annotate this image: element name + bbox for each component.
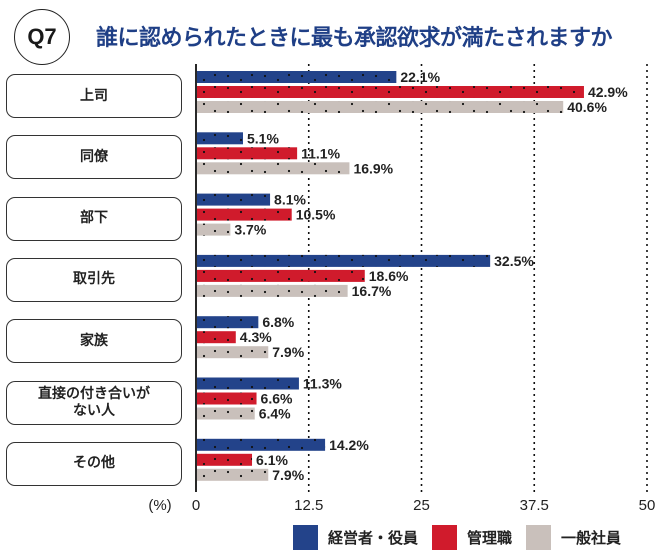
data-label: 32.5%: [494, 253, 534, 269]
legend-item: 経営者・役員: [293, 525, 418, 550]
data-label: 4.3%: [240, 329, 272, 345]
bar-texture: [197, 407, 255, 420]
data-label: 8.1%: [274, 192, 306, 208]
bar-texture: [197, 208, 292, 221]
data-label: 18.6%: [369, 268, 409, 284]
chart-title: 誰に認められたときに最も承認欲求が満たされますか: [96, 26, 613, 51]
bar-texture: [197, 71, 397, 83]
bar-texture: [197, 377, 299, 390]
data-label: 16.7%: [352, 283, 392, 299]
data-label: 16.9%: [353, 160, 393, 176]
bar-texture: [197, 284, 348, 297]
x-tick-label: 50: [639, 497, 656, 514]
bar-texture: [197, 162, 350, 175]
bar-texture: [197, 438, 326, 451]
data-label: 7.9%: [272, 467, 304, 483]
data-label: 5.1%: [247, 130, 279, 146]
bar-texture: [197, 331, 236, 344]
legend: 経営者・役員 管理職 一般社員: [293, 525, 629, 550]
category-label: その他: [6, 441, 182, 486]
x-axis-unit: (%): [148, 497, 171, 514]
x-tick-label: 0: [192, 497, 200, 514]
data-label: 6.8%: [262, 314, 294, 330]
bar-texture: [197, 101, 564, 113]
category-label: 家族: [6, 319, 182, 364]
data-label: 3.7%: [234, 222, 266, 238]
category-label: 取引先: [6, 257, 182, 302]
bar-texture: [197, 453, 253, 466]
data-label: 10.5%: [296, 207, 336, 223]
x-tick-label: 37.5: [520, 497, 549, 514]
bar-texture: [197, 193, 271, 206]
data-label: 6.4%: [259, 406, 291, 422]
bar-texture: [197, 392, 257, 405]
data-label: 6.6%: [261, 391, 293, 407]
bar-texture: [197, 468, 269, 481]
category-label: 部下: [6, 196, 182, 241]
data-label: 40.6%: [567, 99, 607, 115]
legend-label: 経営者・役員: [328, 529, 419, 547]
x-tick-label: 12.5: [294, 497, 323, 514]
data-label: 7.9%: [272, 344, 304, 360]
data-label: 11.3%: [303, 376, 342, 392]
bar-texture: [197, 346, 269, 359]
category-label: 同僚: [6, 135, 182, 180]
bar-texture: [197, 269, 365, 282]
data-label: 14.2%: [329, 437, 369, 453]
data-label: 22.1%: [400, 69, 440, 85]
bar-texture: [197, 316, 259, 329]
bar-texture: [197, 86, 584, 98]
legend-swatch: [293, 525, 318, 550]
legend-swatch: [432, 525, 458, 550]
data-label: 6.1%: [256, 452, 288, 468]
question-badge: Q7: [14, 9, 70, 65]
data-label: 11.1%: [301, 145, 340, 161]
bar-texture: [197, 147, 298, 160]
bar-texture: [197, 223, 231, 236]
category-label: 直接の付き合いが ない人: [6, 380, 182, 425]
legend-item: 管理職: [432, 525, 512, 550]
x-tick-label: 25: [413, 497, 430, 514]
bar-texture: [197, 132, 244, 145]
legend-label: 管理職: [467, 529, 513, 547]
bar-texture: [197, 254, 491, 267]
legend-label: 一般社員: [561, 529, 622, 547]
data-label: 42.9%: [588, 84, 628, 100]
legend-swatch: [526, 525, 552, 550]
category-label: 上司: [6, 74, 182, 118]
legend-item: 一般社員: [526, 525, 621, 550]
